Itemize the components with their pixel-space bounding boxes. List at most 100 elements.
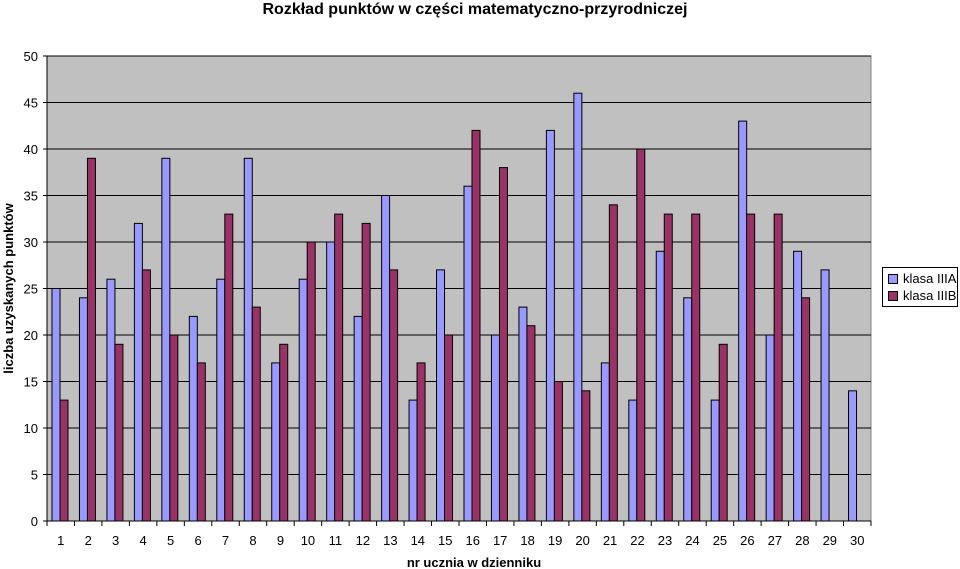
bar-series-0-cat-9: [271, 362, 281, 522]
bar-series-1-cat-8: [251, 306, 261, 522]
x-tick-label: 27: [768, 533, 782, 548]
x-tick-label: 23: [658, 533, 672, 548]
legend-swatch: [888, 290, 898, 301]
y-tick-label: 10: [24, 421, 38, 436]
bar-series-1-cat-28: [801, 297, 811, 522]
bar-series-1-cat-5: [169, 334, 179, 522]
bar-series-0-cat-22: [628, 399, 638, 522]
bar-series-0-cat-21: [600, 362, 610, 522]
bar-series-1-cat-6: [196, 362, 206, 522]
x-tick-label: 15: [438, 533, 452, 548]
y-tick-label: 15: [24, 375, 38, 390]
bar-series-1-cat-18: [526, 325, 536, 522]
x-tick-label: 28: [795, 533, 809, 548]
legend-label: klasa IIIA: [903, 271, 957, 286]
bar-series-1-cat-4: [141, 269, 151, 522]
bar-series-1-cat-27: [773, 213, 783, 522]
bar-series-0-cat-3: [106, 278, 116, 522]
x-axis-title: nr ucznia w dzienniku: [407, 555, 541, 569]
x-tick-label: 17: [493, 533, 507, 548]
bar-series-0-cat-12: [353, 315, 363, 522]
legend-item-series-1: klasa IIIB: [888, 287, 957, 304]
bar-series-1-cat-12: [361, 222, 371, 522]
x-tick-label: 14: [411, 533, 425, 548]
x-tick-label: 3: [112, 533, 119, 548]
bar-series-0-cat-8: [243, 157, 253, 522]
x-tick-label: 19: [548, 533, 562, 548]
bar-series-0-cat-24: [683, 297, 693, 522]
bar-series-0-cat-10: [298, 278, 308, 522]
bar-series-1-cat-19: [553, 381, 563, 522]
x-tick-label: 20: [575, 533, 589, 548]
bar-series-1-cat-13: [389, 269, 399, 522]
bar-series-0-cat-1: [51, 288, 61, 522]
bar-series-0-cat-13: [381, 195, 391, 522]
legend-swatch: [888, 273, 898, 284]
y-tick-label: 0: [31, 514, 38, 529]
x-tick-label: 12: [356, 533, 370, 548]
x-tick-label: 10: [301, 533, 315, 548]
y-tick-label: 20: [24, 328, 38, 343]
bar-series-0-cat-5: [161, 157, 171, 522]
bar-series-0-cat-20: [573, 92, 583, 522]
bar-series-1-cat-25: [718, 343, 728, 522]
bar-series-0-cat-19: [545, 129, 555, 522]
bar-series-1-cat-2: [86, 157, 96, 522]
bar-series-1-cat-7: [224, 213, 234, 522]
y-tick-label: 50: [24, 49, 38, 64]
legend: klasa IIIA klasa IIIB: [882, 267, 958, 307]
bar-series-0-cat-11: [326, 241, 336, 522]
x-tick-label: 22: [630, 533, 644, 548]
bar-series-1-cat-10: [306, 241, 316, 522]
bars: [51, 92, 858, 522]
bar-series-1-cat-14: [416, 362, 426, 522]
chart-title: Rozkład punktów w części matematyczno-pr…: [262, 1, 688, 18]
gridlines: [47, 55, 871, 475]
bar-series-0-cat-4: [133, 222, 143, 522]
bar-series-0-cat-2: [78, 297, 88, 522]
bar-series-0-cat-26: [738, 120, 748, 522]
x-tick-label: 30: [850, 533, 864, 548]
bar-series-1-cat-17: [498, 167, 508, 522]
bar-series-0-cat-7: [216, 278, 226, 522]
y-tick-label: 35: [24, 189, 38, 204]
bar-series-0-cat-16: [463, 185, 473, 522]
bar-series-1-cat-3: [114, 343, 124, 522]
bar-series-0-cat-27: [765, 334, 775, 522]
bar-series-1-cat-23: [663, 213, 673, 522]
bar-series-1-cat-26: [746, 213, 756, 522]
bar-series-1-cat-9: [279, 343, 289, 522]
y-tick-label: 40: [24, 142, 38, 157]
y-tick-label: 30: [24, 235, 38, 250]
bar-series-0-cat-25: [710, 399, 720, 522]
x-tick-label: 7: [222, 533, 229, 548]
y-axis-title: liczba uzyskanych punktów: [1, 202, 16, 373]
x-tick-label: 1: [57, 533, 64, 548]
bar-series-1-cat-22: [636, 148, 646, 522]
x-tick-label: 6: [194, 533, 201, 548]
x-tick-label: 25: [713, 533, 727, 548]
bar-series-1-cat-11: [334, 213, 344, 522]
legend-label: klasa IIIB: [903, 288, 957, 303]
bar-series-0-cat-30: [848, 390, 858, 522]
x-tick-label: 16: [465, 533, 479, 548]
bar-series-0-cat-6: [188, 315, 198, 522]
x-tick-label: 11: [329, 533, 343, 548]
legend-item-series-0: klasa IIIA: [888, 270, 957, 287]
x-tick-label: 8: [249, 533, 256, 548]
x-tick-label: 18: [520, 533, 534, 548]
bar-series-1-cat-16: [471, 129, 481, 522]
bar-series-0-cat-18: [518, 306, 528, 522]
bar-series-1-cat-1: [59, 399, 69, 522]
y-tick-label: 5: [31, 468, 38, 483]
y-tick-label: 25: [24, 282, 38, 297]
x-tick-label: 5: [167, 533, 174, 548]
bar-series-1-cat-24: [691, 213, 701, 522]
x-tick-label: 29: [823, 533, 837, 548]
x-tick-label: 2: [85, 533, 92, 548]
y-tick-label: 45: [24, 96, 38, 111]
x-tick-label: 21: [603, 533, 617, 548]
bar-series-1-cat-21: [608, 204, 618, 522]
bar-series-0-cat-29: [820, 269, 830, 522]
